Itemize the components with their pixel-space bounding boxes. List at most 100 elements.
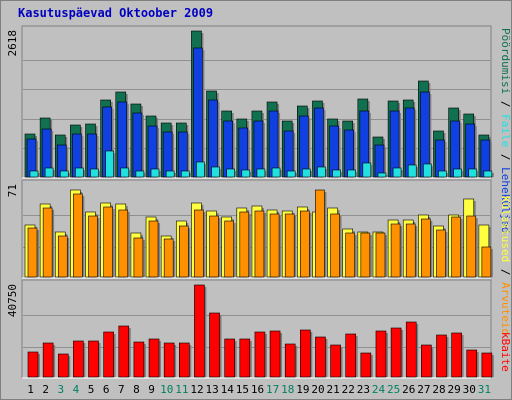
bar-hits-30: [468, 168, 478, 178]
bar-pages-18: [283, 130, 294, 178]
bar-kbytes-12: [194, 284, 205, 378]
bar-hits-13: [211, 166, 220, 178]
x-tick-label: 17: [266, 383, 279, 396]
bar-hits-29: [453, 168, 462, 178]
bar-hits-28: [438, 170, 447, 178]
bar-kbytes-8: [133, 341, 145, 378]
bar-hits-1: [29, 170, 39, 178]
x-tick-label: 25: [387, 383, 400, 396]
x-tick-label: 2: [42, 383, 49, 396]
bar-kbytes-4: [73, 340, 84, 378]
bar-kbytes-23: [360, 352, 372, 378]
x-tick-label: 18: [281, 383, 294, 396]
bar-visitors-11: [178, 225, 189, 278]
bar-hits-20: [317, 166, 326, 178]
bar-kbytes-11: [178, 342, 190, 378]
bar-kbytes-27: [421, 344, 432, 378]
bar-hits-7: [120, 167, 130, 178]
bar-visitors-20: [315, 189, 325, 278]
bar-kbytes-18: [284, 343, 296, 378]
bar-visitors-28: [436, 229, 446, 278]
bar-pages-12: [193, 47, 203, 178]
bar-hits-9: [150, 168, 160, 178]
bar-hits-10: [165, 170, 175, 178]
x-tick-label: 6: [103, 383, 110, 396]
bar-kbytes-14: [224, 338, 235, 378]
bar-visitors-1: [27, 227, 38, 278]
x-tick-label: 24: [372, 383, 386, 396]
y-max-label: 2618: [6, 30, 19, 57]
bar-visitors-24: [375, 232, 386, 278]
bar-pages-16: [253, 120, 264, 178]
x-tick-label: 31: [478, 383, 491, 396]
bar-hits-11: [180, 170, 190, 178]
bar-pages-24: [374, 144, 385, 178]
bar-hits-6: [105, 150, 114, 178]
bar-pages-25: [389, 110, 400, 178]
bar-visitors-10: [163, 238, 174, 278]
bar-kbytes-22: [345, 333, 357, 378]
bar-hits-2: [44, 167, 54, 178]
bar-hits-19: [302, 168, 311, 178]
x-tick-label: 1: [27, 383, 34, 396]
bar-hits-8: [135, 170, 145, 178]
bar-hits-22: [347, 169, 357, 178]
bar-visitors-19: [300, 210, 310, 278]
bar-pages-14: [223, 120, 233, 178]
x-tick-label: 28: [432, 383, 445, 396]
bar-kbytes-1: [27, 351, 39, 378]
bar-visitors-29: [451, 216, 461, 278]
bar-visitors-5: [88, 215, 98, 278]
x-tick-label: 12: [190, 383, 203, 396]
legend-item: Arvuteid: [499, 282, 512, 335]
bar-hits-3: [59, 170, 69, 178]
bar-kbytes-20: [315, 336, 326, 378]
bar-visitors-6: [103, 206, 113, 278]
x-tick-label: 23: [357, 383, 370, 396]
x-tick-label: 30: [463, 383, 476, 396]
bar-kbytes-3: [57, 353, 69, 378]
bar-pages-11: [177, 131, 188, 178]
bar-kbytes-7: [118, 325, 130, 378]
bar-visitors-15: [239, 211, 250, 278]
x-tick-label: 3: [58, 383, 65, 396]
x-tick-label: 10: [160, 383, 173, 396]
bar-visitors-22: [345, 232, 356, 278]
y-axis-max-labels: 2618 71 40750: [6, 30, 19, 317]
x-tick-label: 14: [221, 383, 235, 396]
bar-kbytes-26: [405, 321, 417, 378]
bar-hits-12: [196, 161, 205, 178]
legend-text: kBaite: [499, 332, 512, 372]
bar-hits-14: [226, 168, 235, 178]
legend-text: Pöördumisi / Faile / Leheküljed: [499, 28, 512, 233]
x-tick-label: 27: [417, 383, 430, 396]
bar-pages-8: [132, 112, 143, 178]
bar-kbytes-9: [148, 338, 160, 378]
legend-item: /: [499, 262, 512, 282]
bar-kbytes-2: [42, 342, 54, 378]
bar-pages-29: [450, 120, 460, 178]
bar-visitors-25: [390, 223, 401, 278]
bar-kbytes-30: [466, 349, 478, 378]
bar-pages-13: [208, 99, 218, 178]
bar-visitors-7: [118, 209, 129, 278]
bar-visitors-12: [194, 209, 204, 278]
bar-kbytes-5: [88, 340, 99, 378]
legend-item: /: [499, 94, 512, 114]
bar-visitors-18: [284, 213, 295, 278]
bar-pages-17: [268, 110, 279, 178]
bar-hits-26: [407, 164, 417, 178]
bar-hits-21: [332, 169, 341, 178]
x-tick-label: 19: [296, 383, 309, 396]
bar-visitors-31: [481, 246, 492, 278]
chart-title: Kasutuspäevad Oktoober 2009: [18, 6, 214, 20]
bar-hits-18: [286, 170, 296, 178]
bar-pages-7: [117, 101, 128, 178]
bar-kbytes-15: [239, 338, 251, 378]
bar-pages-19: [299, 115, 309, 178]
bar-kbytes-16: [254, 331, 266, 378]
bar-pages-15: [238, 127, 249, 178]
bar-visitors-23: [360, 232, 371, 278]
bar-visitors-13: [209, 215, 219, 278]
